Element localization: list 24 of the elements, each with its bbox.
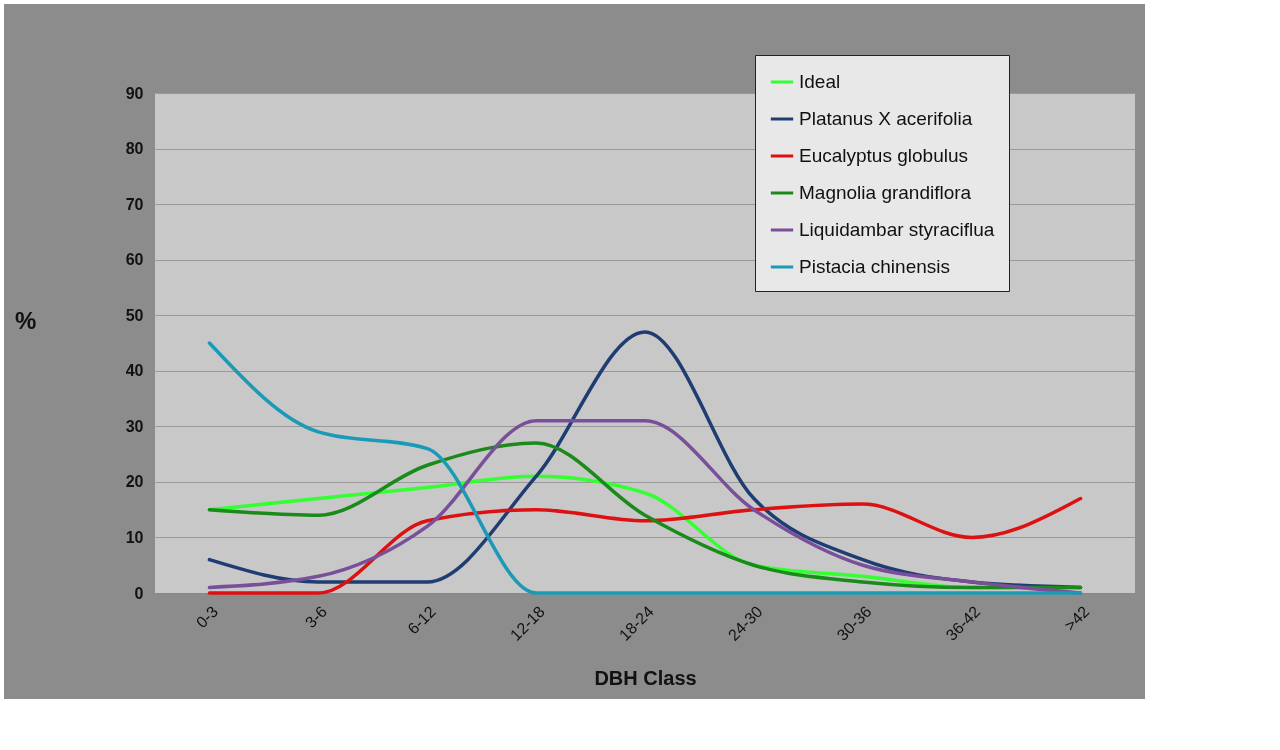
x-tick-label: 6-12	[404, 602, 440, 638]
y-tick-label: 0	[134, 584, 144, 602]
y-tick-label: 40	[125, 362, 144, 380]
x-tick-label: 0-3	[192, 602, 222, 632]
x-tick-label: >42	[1061, 602, 1093, 635]
y-tick-label: 30	[125, 417, 144, 435]
legend-label: Eucalyptus globulus	[799, 145, 968, 166]
line-series	[207, 496, 1083, 595]
legend-label: Magnolia grandiflora	[799, 182, 972, 203]
y-tick-label: 60	[125, 251, 144, 269]
line-series	[207, 441, 1083, 590]
y-axis-title: %	[15, 306, 37, 334]
y-tick-label: 10	[125, 528, 144, 546]
x-axis-title: DBH Class	[594, 666, 697, 689]
legend-label: Pistacia chinensis	[799, 256, 951, 277]
y-tick-label: 70	[125, 195, 144, 213]
y-tick-label: 80	[125, 140, 144, 158]
legend-label: Platanus X acerifolia	[799, 108, 973, 129]
legend-label: Ideal	[799, 71, 841, 92]
legend-label: Liquidambar styraciflua	[799, 219, 995, 240]
y-tick-label: 50	[125, 306, 144, 324]
y-tick-label: 90	[125, 84, 144, 102]
y-tick-label: 20	[125, 473, 144, 491]
x-tick-label: 3-6	[301, 602, 331, 632]
